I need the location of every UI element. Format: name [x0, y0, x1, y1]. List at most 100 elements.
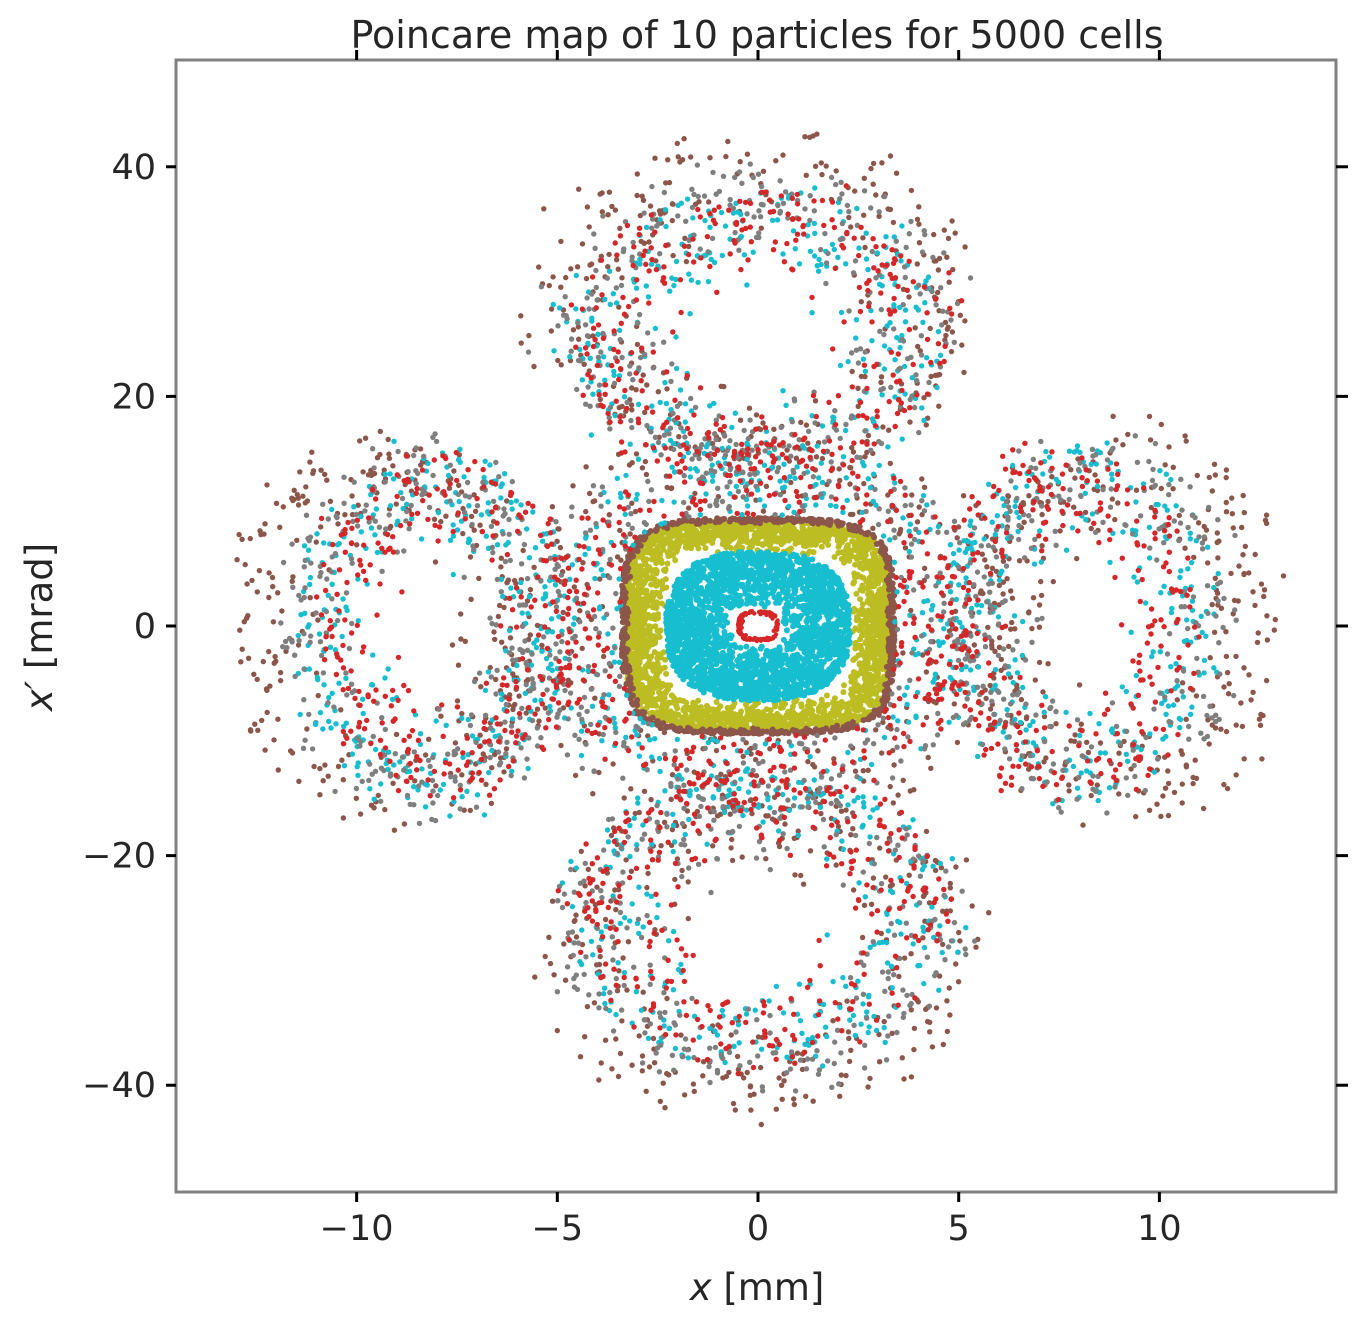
data-point-series-2 [620, 585, 627, 592]
data-point-series-1 [644, 566, 651, 573]
data-point-series-2 [653, 526, 660, 533]
data-point-series-1 [687, 531, 694, 538]
data-point-series-1 [693, 715, 700, 722]
data-point-series-2 [721, 515, 728, 522]
data-point-series-1 [877, 608, 884, 615]
data-point-series-2 [637, 534, 644, 541]
data-point-series-1 [812, 541, 819, 548]
data-point-series-1 [838, 556, 845, 562]
data-point-series-1 [721, 530, 727, 537]
data-point-series-3 [789, 693, 796, 700]
data-point-series-2 [683, 728, 690, 734]
data-point-series-1 [646, 694, 653, 701]
data-point-series-1 [868, 681, 875, 688]
data-point-series-2 [634, 697, 641, 703]
data-point-series-1 [701, 533, 708, 540]
data-point-series-1 [637, 573, 644, 580]
data-point-series-3 [837, 628, 844, 635]
data-point-series-1 [776, 537, 783, 544]
data-point-series-1 [787, 720, 794, 727]
data-point-series-2 [729, 515, 736, 522]
data-point-series-1 [671, 694, 677, 701]
data-point-series-2 [712, 519, 719, 526]
data-point-series-2 [754, 730, 761, 737]
data-point-series-3 [812, 656, 819, 663]
data-point-series-1 [835, 549, 842, 556]
data-point-series-1 [853, 607, 860, 614]
data-point-series-1 [767, 707, 774, 714]
data-point-series-1 [636, 608, 643, 614]
data-point-series-1 [705, 718, 712, 725]
data-point-series-1 [648, 624, 655, 630]
data-point-series-1 [628, 587, 635, 594]
data-point-series-1 [864, 634, 871, 641]
data-point-series-3 [685, 651, 692, 658]
data-point-series-1 [813, 715, 820, 722]
data-point-series-2 [871, 534, 878, 541]
data-point-series-1 [756, 525, 763, 532]
data-point-series-2 [864, 531, 871, 538]
data-point-series-1 [656, 689, 662, 696]
data-point-series-1 [652, 640, 658, 646]
data-point-series-1 [746, 712, 753, 719]
data-point-series-1 [874, 672, 881, 679]
data-point-series-3 [841, 592, 848, 599]
data-point-series-1 [689, 703, 696, 710]
data-point-series-1 [850, 580, 857, 587]
data-point-series-1 [656, 590, 663, 597]
data-point-series-1 [854, 672, 861, 679]
data-point-series-2 [675, 728, 682, 734]
data-point-series-1 [759, 542, 766, 549]
data-point-series-1 [806, 536, 813, 543]
data-point-series-2 [888, 600, 895, 606]
data-point-series-1 [639, 582, 646, 589]
data-point-series-1 [646, 656, 653, 663]
data-point-series-2 [627, 679, 633, 686]
data-point-series-1 [717, 703, 724, 710]
data-point-series-1 [852, 561, 859, 568]
data-point-series-2 [887, 572, 894, 578]
data-point-series-2 [619, 639, 626, 646]
data-point-series-1 [717, 719, 724, 726]
data-point-series-1 [692, 541, 699, 548]
data-point-series-2 [870, 714, 877, 721]
data-point-series-3 [698, 610, 705, 617]
data-point-series-1 [673, 702, 680, 709]
data-point-series-1 [661, 567, 667, 574]
data-point-series-1 [658, 696, 665, 703]
data-point-series-2 [826, 522, 833, 528]
data-point-series-1 [738, 708, 745, 715]
data-point-series-1 [667, 550, 674, 557]
data-point-series-3 [687, 599, 694, 605]
data-point-series-1 [647, 633, 654, 640]
data-point-series-3 [809, 689, 816, 696]
data-point-series-1 [685, 718, 692, 724]
data-point-series-1 [801, 540, 808, 547]
data-point-series-1 [632, 567, 638, 574]
data-point-series-1 [878, 649, 885, 656]
data-point-series-1 [658, 559, 665, 566]
data-point-series-1 [713, 699, 720, 705]
data-point-series-2 [634, 548, 641, 555]
data-point-series-2 [889, 637, 896, 644]
data-point-series-3 [729, 649, 736, 656]
data-point-series-3 [823, 670, 830, 677]
data-point-series-1 [861, 675, 868, 682]
data-point-series-2 [761, 515, 768, 522]
chart-title: Poincare map of 10 particles for 5000 ce… [350, 13, 1163, 57]
data-point-series-2 [829, 724, 836, 731]
data-point-series-1 [787, 525, 794, 532]
data-point-series-1 [864, 665, 871, 672]
data-point-series-1 [869, 690, 876, 697]
data-point-series-3 [770, 668, 777, 675]
data-point-series-3 [719, 652, 726, 659]
data-point-series-1 [661, 540, 668, 547]
data-point-series-3 [793, 615, 800, 622]
data-point-series-1 [791, 699, 798, 706]
data-point-series-1 [684, 543, 690, 550]
data-point-series-1 [655, 677, 662, 684]
data-point-series-1 [811, 700, 817, 707]
data-point-series-1 [636, 685, 643, 692]
data-point-series-1 [795, 719, 802, 726]
